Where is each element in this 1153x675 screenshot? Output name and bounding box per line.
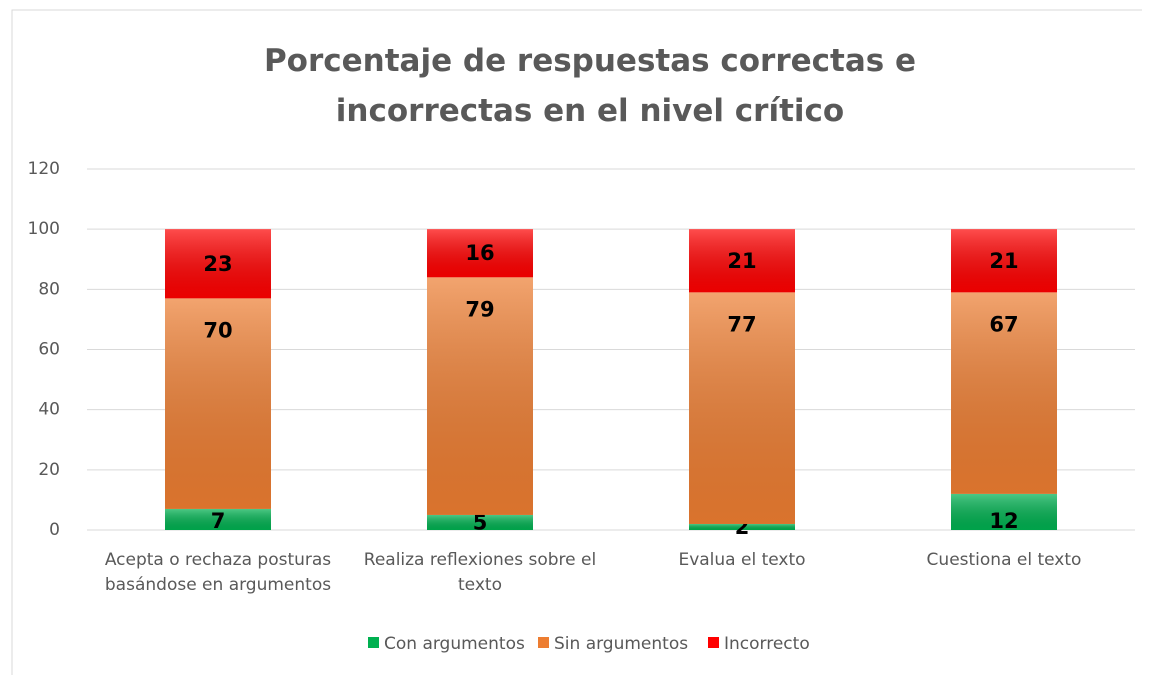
bar-shade [951, 493, 1057, 530]
data-label: 23 [203, 252, 232, 276]
data-label: 70 [203, 318, 232, 342]
bar-shade [427, 277, 533, 515]
data-label: 79 [465, 297, 494, 321]
y-tick-label: 0 [49, 520, 60, 540]
bar-shade [427, 514, 533, 530]
data-label: 21 [727, 249, 756, 273]
bar-shade [951, 229, 1057, 293]
legend-label: Incorrecto [724, 634, 810, 654]
y-tick-label: 100 [28, 219, 60, 239]
x-tick-label: Evalua el texto [678, 550, 806, 570]
data-label: 7 [211, 509, 226, 533]
x-tick-label: Realiza reflexiones sobre el texto [363, 550, 597, 595]
y-tick-label: 120 [28, 159, 60, 179]
y-tick-label: 40 [38, 400, 60, 420]
y-tick-label: 20 [38, 460, 60, 480]
legend-label: Con argumentos [384, 634, 525, 654]
legend-swatch [368, 637, 379, 648]
legend-swatch [538, 637, 549, 648]
chart-title: Porcentaje de respuestas correctas e inc… [263, 43, 917, 129]
bar-shade [689, 292, 795, 524]
y-tick-label: 60 [38, 340, 60, 360]
data-label: 5 [473, 510, 488, 534]
bar-shade [951, 292, 1057, 494]
bar-shade [427, 229, 533, 278]
data-label: 16 [465, 241, 494, 265]
data-label: 12 [989, 509, 1018, 533]
bar-shade [165, 298, 271, 509]
legend-label: Sin argumentos [554, 634, 688, 654]
y-tick-label: 80 [38, 279, 60, 299]
data-label: 21 [989, 249, 1018, 273]
bar-shade [689, 229, 795, 293]
bar-shade [165, 508, 271, 530]
x-tick-label: Cuestiona el texto [926, 550, 1082, 570]
data-label: 77 [727, 312, 756, 336]
data-label: 67 [989, 312, 1018, 336]
chart-frame [11, 9, 1142, 675]
x-tick-label: Acepta o rechaza posturas basándose en a… [104, 550, 332, 595]
bar-shade [689, 523, 795, 530]
bar-shade [165, 229, 271, 299]
legend-swatch [708, 637, 719, 648]
